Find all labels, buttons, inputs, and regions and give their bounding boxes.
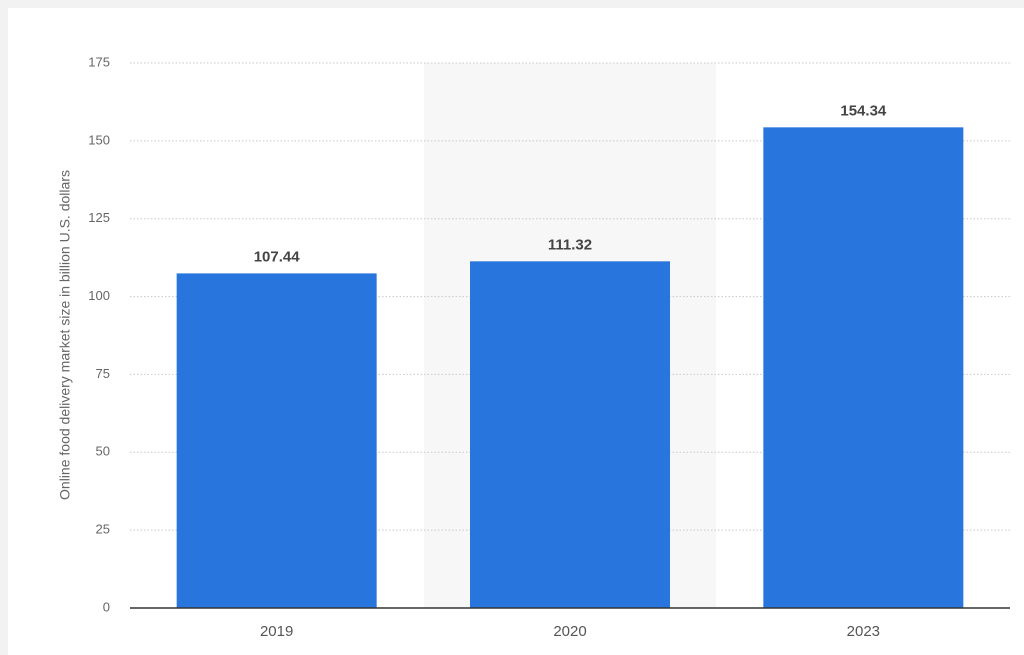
value-label: 154.34	[840, 102, 887, 119]
y-tick-label: 175	[88, 54, 110, 69]
value-label: 111.32	[548, 236, 592, 253]
value-label: 107.44	[254, 248, 301, 265]
x-tick-label: 2023	[847, 623, 880, 640]
bar	[763, 127, 964, 609]
y-tick-label: 100	[88, 288, 110, 303]
y-tick-label: 25	[96, 522, 110, 537]
y-tick-label: 75	[96, 366, 110, 381]
x-tick-label: 2019	[260, 623, 293, 640]
bar	[176, 273, 377, 608]
y-tick-label: 125	[88, 210, 110, 225]
y-tick-label: 50	[96, 444, 110, 459]
y-axis-title: Online food delivery market size in bill…	[57, 170, 73, 500]
x-tick-label: 2020	[553, 623, 586, 640]
y-tick-label: 150	[88, 132, 110, 147]
bar	[470, 261, 670, 608]
y-tick-label: 0	[103, 599, 110, 614]
